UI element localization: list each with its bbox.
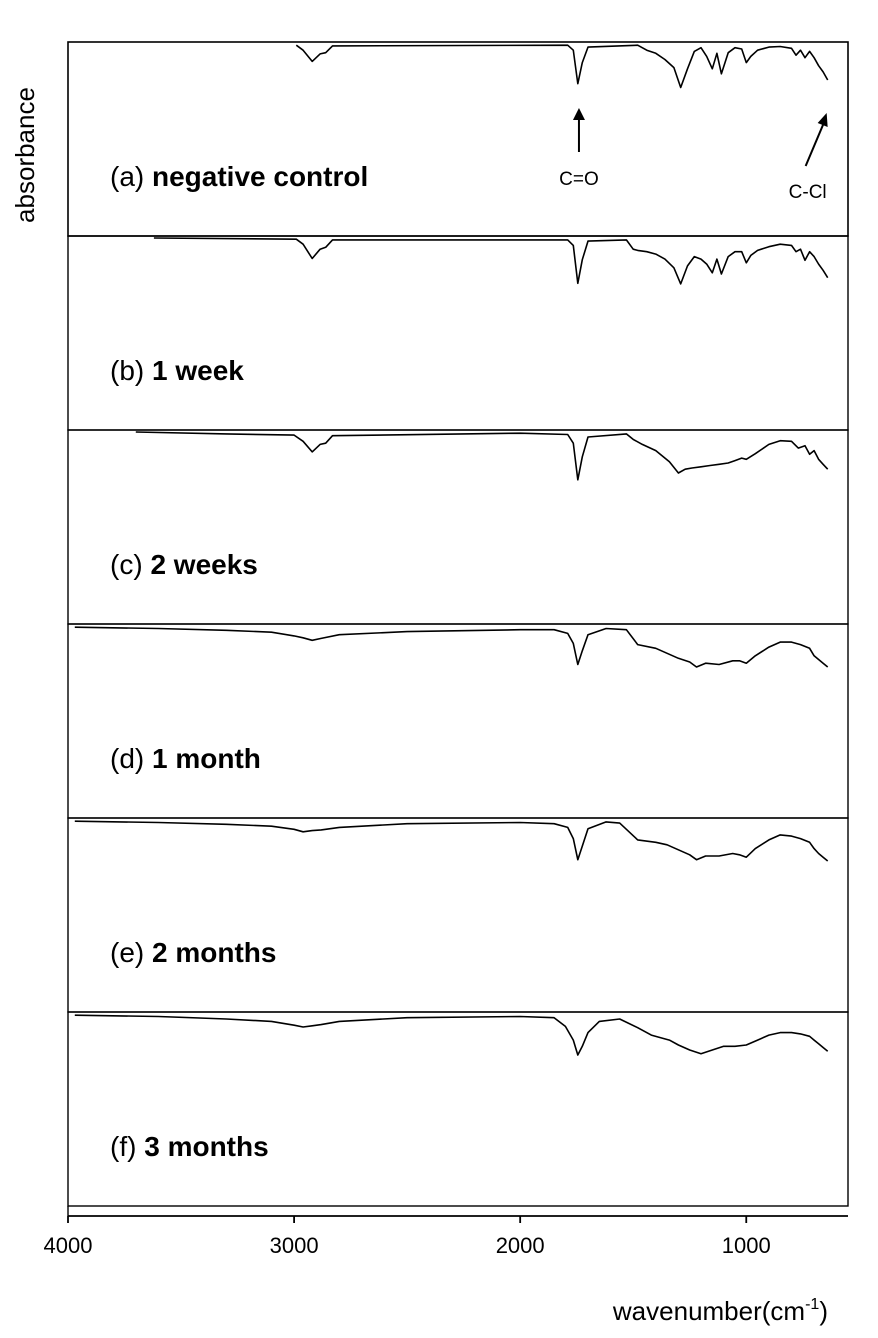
panel-c: (c) 2 weeks xyxy=(67,429,849,625)
annotation-label-0: C=O xyxy=(559,169,599,190)
panel-frame-d xyxy=(67,623,849,819)
panel-label-b: (b) 1 week xyxy=(110,355,244,386)
annotation-arrow-shaft-1 xyxy=(804,120,826,167)
panel-label-e: (e) 2 months xyxy=(110,937,276,968)
annotation-arrow-head-1 xyxy=(817,113,828,127)
panel-label-c: (c) 2 weeks xyxy=(110,549,258,580)
panel-frame-c xyxy=(67,429,849,625)
x-tick-label-2000: 2000 xyxy=(496,1233,545,1258)
spectrum-line-e xyxy=(74,820,829,862)
panel-label-name-f: 3 months xyxy=(144,1131,268,1162)
x-tick-label-3000: 3000 xyxy=(270,1233,319,1258)
panel-label-d: (d) 1 month xyxy=(110,743,261,774)
spectrum-line-f xyxy=(74,1014,829,1056)
panel-label-f: (f) 3 months xyxy=(110,1131,269,1162)
spectrum-line-c xyxy=(135,431,829,481)
panel-label-prefix-b: (b) xyxy=(110,355,152,386)
x-tick-label-4000: 4000 xyxy=(44,1233,93,1258)
panel-d: (d) 1 month xyxy=(67,623,849,819)
panel-f: (f) 3 months xyxy=(67,1011,849,1207)
panel-label-prefix-d: (d) xyxy=(110,743,152,774)
panel-label-prefix-e: (e) xyxy=(110,937,152,968)
panel-label-prefix-a: (a) xyxy=(110,161,152,192)
panel-b: (b) 1 week xyxy=(67,235,849,431)
panel-a: (a) negative control C=O C-Cl xyxy=(67,41,849,237)
spectrum-line-b xyxy=(153,237,829,285)
panel-label-name-e: 2 months xyxy=(152,937,276,968)
x-tick-label-1000: 1000 xyxy=(722,1233,771,1258)
x-axis-title: wavenumber(cm-1) xyxy=(612,1296,828,1326)
x-axis-title-close: ) xyxy=(819,1296,828,1326)
panel-frame-b xyxy=(67,235,849,431)
panel-frame-f xyxy=(67,1011,849,1207)
panel-label-name-b: 1 week xyxy=(152,355,244,386)
spectrum-line-d xyxy=(74,626,829,668)
panel-label-name-c: 2 weeks xyxy=(150,549,257,580)
panel-label-name-a: negative control xyxy=(152,161,368,192)
spectrum-line-a xyxy=(295,44,829,89)
y-axis-title: absorbance xyxy=(10,87,40,223)
panel-frame-a xyxy=(67,41,849,237)
annotation-label-1: C-Cl xyxy=(789,182,827,203)
x-axis-title-exponent: -1 xyxy=(805,1296,819,1313)
x-axis-title-unit: (cm xyxy=(762,1296,805,1326)
panel-e: (e) 2 months xyxy=(67,817,849,1013)
panel-frame-e xyxy=(67,817,849,1013)
panel-label-name-d: 1 month xyxy=(152,743,261,774)
annotation-arrow-head-0 xyxy=(572,108,585,120)
panel-label-prefix-c: (c) xyxy=(110,549,150,580)
panel-label-prefix-f: (f) xyxy=(110,1131,144,1162)
x-axis-title-main: wavenumber xyxy=(612,1296,762,1326)
x-axis: 4000 3000 2000 1000 xyxy=(44,1206,848,1258)
panel-label-a: (a) negative control xyxy=(110,161,368,192)
spectra-panels: (a) negative control C=O C-Cl (b) 1 week (c)… xyxy=(67,41,849,1207)
